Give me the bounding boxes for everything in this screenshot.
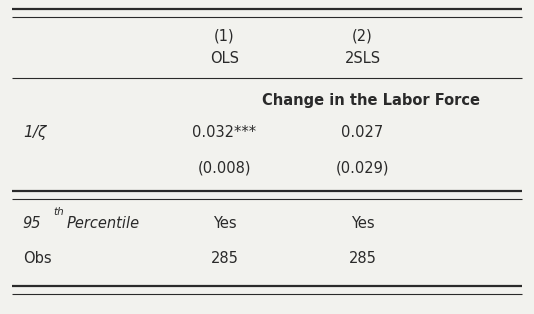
Text: (2): (2) xyxy=(352,28,373,43)
Text: Yes: Yes xyxy=(351,216,374,231)
Text: 95: 95 xyxy=(22,216,41,231)
Text: 1/$\zeta$: 1/$\zeta$ xyxy=(22,122,49,142)
Text: OLS: OLS xyxy=(210,51,239,67)
Text: 0.027: 0.027 xyxy=(342,125,384,140)
Text: Change in the Labor Force: Change in the Labor Force xyxy=(262,94,480,108)
Text: Obs: Obs xyxy=(22,251,51,266)
Text: 285: 285 xyxy=(349,251,376,266)
Text: Percentile: Percentile xyxy=(66,216,139,231)
Text: th: th xyxy=(53,207,64,217)
Text: (0.029): (0.029) xyxy=(336,160,389,176)
Text: 285: 285 xyxy=(210,251,239,266)
Text: Yes: Yes xyxy=(213,216,237,231)
Text: 2SLS: 2SLS xyxy=(344,51,381,67)
Text: (1): (1) xyxy=(214,28,235,43)
Text: 0.032***: 0.032*** xyxy=(192,125,256,140)
Text: (0.008): (0.008) xyxy=(198,160,252,176)
